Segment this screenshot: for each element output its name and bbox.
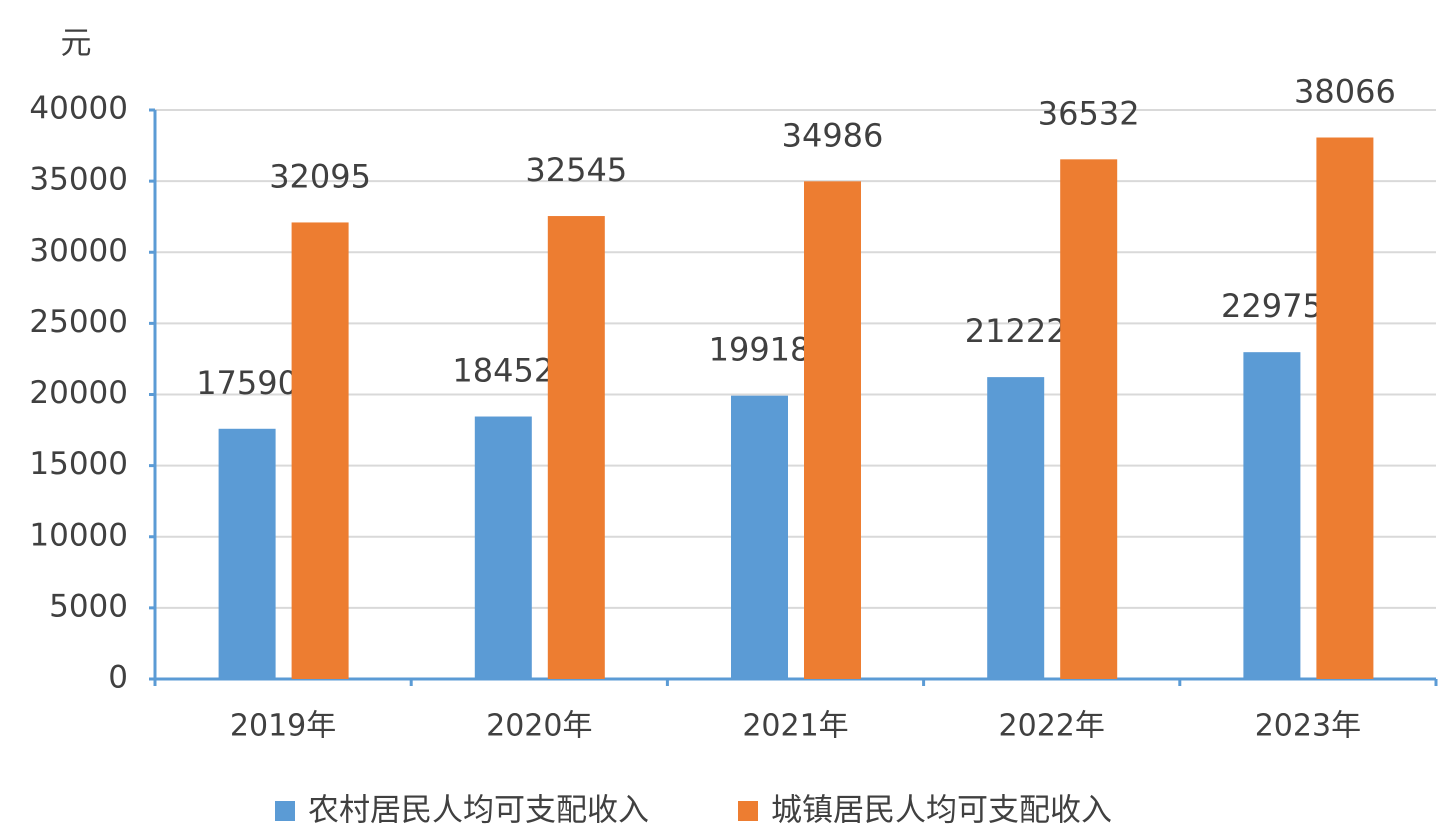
y-tick-label: 15000 bbox=[29, 446, 128, 482]
x-tick-label: 2023年 bbox=[1255, 709, 1361, 744]
bar bbox=[547, 216, 605, 680]
x-tick-label: 2021年 bbox=[742, 709, 848, 744]
y-tick-label: 10000 bbox=[29, 517, 128, 553]
value-label: 38066 bbox=[1294, 73, 1396, 111]
value-label: 22975 bbox=[1221, 287, 1323, 325]
y-tick-label: 20000 bbox=[29, 375, 128, 411]
bar bbox=[731, 395, 788, 679]
x-tick-label: 2022年 bbox=[999, 709, 1105, 744]
bar bbox=[1060, 159, 1118, 680]
bar bbox=[987, 377, 1045, 679]
value-label: 19918 bbox=[709, 331, 811, 369]
legend-swatch bbox=[738, 801, 758, 821]
legend-label: 农村居民人均可支配收入 bbox=[308, 793, 649, 829]
value-label: 18452 bbox=[452, 352, 554, 390]
value-label: 17590 bbox=[196, 364, 298, 402]
bar bbox=[1316, 137, 1374, 679]
x-tick-label: 2019年 bbox=[230, 709, 336, 744]
legend-label: 城镇居民人均可支配收入 bbox=[771, 793, 1112, 829]
bar bbox=[474, 416, 532, 679]
bar bbox=[291, 222, 349, 680]
y-tick-label: 5000 bbox=[49, 588, 128, 624]
y-tick-label: 35000 bbox=[29, 162, 128, 198]
legend-swatch bbox=[275, 801, 295, 821]
value-label: 21222 bbox=[965, 312, 1067, 350]
value-label: 32095 bbox=[269, 157, 371, 195]
x-tick-label: 2020年 bbox=[486, 709, 592, 744]
y-tick-label: 40000 bbox=[29, 91, 128, 127]
y-tick-label: 25000 bbox=[29, 304, 128, 340]
value-label: 34986 bbox=[782, 116, 884, 154]
bar bbox=[218, 428, 276, 679]
value-label: 32545 bbox=[525, 151, 627, 189]
bar bbox=[1243, 352, 1301, 679]
bar bbox=[804, 181, 861, 679]
value-label: 36532 bbox=[1038, 94, 1140, 132]
y-tick-label: 30000 bbox=[29, 233, 128, 269]
y-axis-unit: 元 bbox=[61, 26, 92, 62]
y-tick-label: 0 bbox=[108, 660, 128, 696]
